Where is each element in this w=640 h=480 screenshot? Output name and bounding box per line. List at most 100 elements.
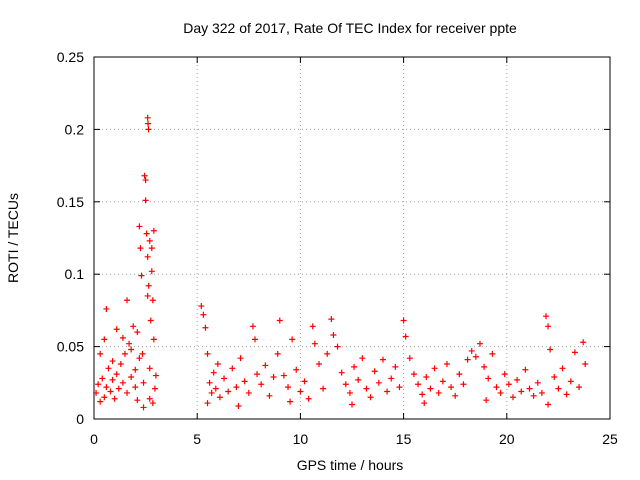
- data-point: [351, 363, 358, 370]
- data-point: [452, 392, 459, 399]
- data-point: [225, 388, 232, 395]
- data-point: [266, 392, 273, 399]
- data-point: [301, 378, 308, 385]
- data-point: [324, 350, 331, 357]
- data-point: [421, 400, 428, 407]
- data-point: [476, 340, 483, 347]
- data-point: [113, 326, 120, 333]
- data-point: [567, 378, 574, 385]
- data-point: [113, 371, 120, 378]
- data-point: [208, 389, 215, 396]
- data-point: [105, 365, 112, 372]
- data-point: [526, 385, 533, 392]
- data-point: [204, 400, 211, 407]
- data-point: [146, 365, 153, 372]
- data-point: [130, 323, 137, 330]
- data-point: [371, 368, 378, 375]
- data-point: [392, 363, 399, 370]
- data-point: [501, 371, 508, 378]
- data-point: [435, 389, 442, 396]
- data-point: [143, 230, 150, 237]
- data-point: [522, 366, 529, 373]
- data-point: [576, 384, 583, 391]
- data-point: [423, 374, 430, 381]
- x-tick-label: 20: [499, 431, 515, 447]
- data-point: [328, 316, 335, 323]
- data-point: [514, 376, 521, 383]
- data-point: [305, 395, 312, 402]
- data-point: [518, 388, 525, 395]
- data-point: [212, 385, 219, 392]
- data-point: [509, 394, 516, 401]
- data-point: [144, 253, 151, 260]
- data-point: [124, 297, 131, 304]
- data-point: [289, 336, 296, 343]
- data-point: [309, 323, 316, 330]
- data-point: [136, 223, 143, 230]
- data-point: [580, 339, 587, 346]
- data-point: [107, 388, 114, 395]
- data-point: [410, 371, 417, 378]
- y-tick-label: 0.05: [57, 339, 84, 355]
- data-point: [132, 384, 139, 391]
- data-point: [210, 369, 217, 376]
- data-point: [148, 268, 155, 275]
- data-point: [93, 389, 100, 396]
- data-point: [406, 355, 413, 362]
- data-point: [349, 401, 355, 408]
- data-point: [121, 350, 128, 357]
- data-point: [119, 334, 126, 341]
- data-point: [128, 374, 135, 381]
- data-point: [136, 355, 143, 362]
- data-point: [534, 379, 541, 386]
- data-point: [241, 378, 248, 385]
- data-point: [251, 336, 258, 343]
- x-tick-label: 15: [396, 431, 412, 447]
- data-point: [505, 381, 512, 388]
- data-point: [547, 346, 554, 353]
- data-point: [200, 311, 207, 318]
- data-point: [334, 343, 341, 350]
- data-point: [431, 365, 438, 372]
- data-point: [497, 389, 504, 396]
- data-point: [415, 381, 422, 388]
- y-tick-label: 0.15: [57, 194, 84, 210]
- data-point: [456, 371, 463, 378]
- data-point: [338, 369, 345, 376]
- data-point: [315, 360, 322, 367]
- data-point: [109, 358, 116, 365]
- data-point: [342, 381, 349, 388]
- data-point: [148, 245, 155, 252]
- data-point: [388, 375, 395, 382]
- data-point: [145, 282, 152, 289]
- data-point: [144, 114, 151, 121]
- data-point: [297, 388, 304, 395]
- data-point: [151, 385, 158, 392]
- data-point: [276, 317, 283, 324]
- data-point: [134, 397, 141, 404]
- axis-ticks: [93, 56, 611, 420]
- data-point: [119, 379, 126, 386]
- data-point: [140, 404, 147, 411]
- data-point: [145, 126, 152, 133]
- data-point: [443, 360, 450, 367]
- data-point: [359, 355, 366, 362]
- data-point: [103, 305, 110, 312]
- data-point: [128, 346, 135, 353]
- x-tick-label: 5: [193, 431, 201, 447]
- y-tick-label: 0: [76, 411, 84, 427]
- data-point: [280, 372, 287, 379]
- data-point: [134, 329, 141, 336]
- data-point: [258, 381, 265, 388]
- data-point: [144, 292, 151, 299]
- data-point: [237, 355, 244, 362]
- data-point: [551, 374, 558, 381]
- data-point: [545, 323, 552, 330]
- data-point: [293, 366, 300, 373]
- data-point: [103, 384, 110, 391]
- data-point: [559, 365, 566, 372]
- x-tick-label: 10: [293, 431, 309, 447]
- data-point: [124, 389, 131, 396]
- tick-labels: 0 5 10 15 20 25 0 0.05 0.1 0.15 0.2 0.25: [57, 49, 618, 447]
